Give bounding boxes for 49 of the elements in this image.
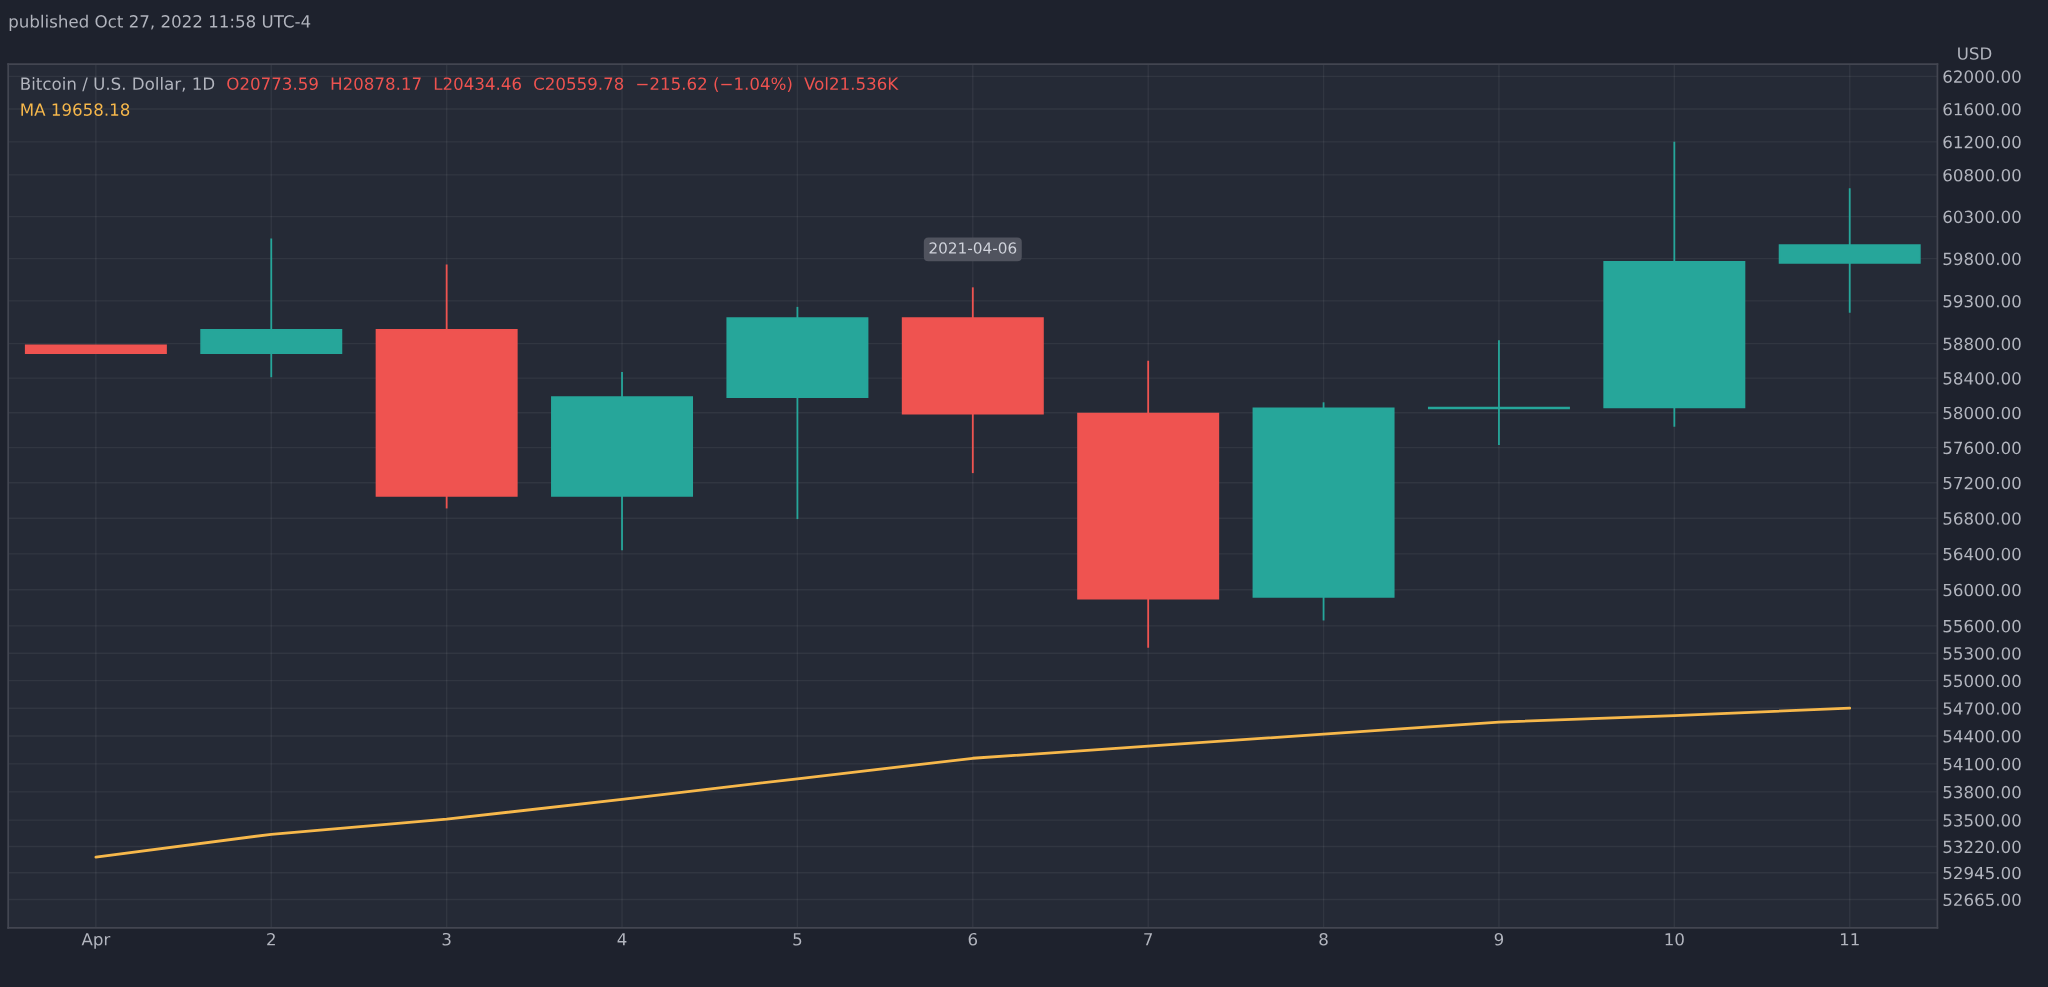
y-tick-label: 56800.00 [1943,512,2021,525]
annotation: L20434.46 [434,77,521,91]
x-tick-label: 8 [1319,932,1328,946]
x-tick-label: 7 [1144,933,1153,946]
y-tick-label: 55300.00 [1943,647,2021,660]
y-tick-label: 54400.00 [1943,729,2021,743]
y-tick-label: 57200.00 [1943,476,2021,490]
y-tick-label: 52665.00 [1943,893,2021,907]
annotation: H20878.17 [331,77,421,91]
x-tick-label: 9 [1494,932,1504,946]
y-tick-label: 59800.00 [1943,252,2021,266]
x-tick-label: Apr [81,933,111,949]
y-tick-label: 60800.00 [1943,168,2021,182]
annotation: MA 19658.18 [21,103,130,116]
y-tick-label: 53220.00 [1943,840,2021,854]
x-tick-label: 5 [793,933,802,946]
chart-subtitle: published Oct 27, 2022 11:58 UTC-4 [9,14,311,31]
y-tick-label: 58000.00 [1943,406,2021,420]
annotation: C20559.78 [534,77,624,91]
x-tick-label: 11 [1840,933,1859,946]
y-tick-label: 61600.00 [1943,102,2021,116]
y-tick-label: 56400.00 [1943,547,2021,561]
y-tick-label: 52945.00 [1943,866,2021,880]
y-tick-label: 59300.00 [1943,294,2021,308]
x-tick-label: 2 [267,932,275,946]
y-tick-label: 58800.00 [1943,337,2021,351]
y-tick-label: 55600.00 [1943,619,2021,633]
y-tick-label: 56000.00 [1943,583,2021,597]
y-tick-label: 60300.00 [1943,210,2021,224]
x-tick-label: 3 [442,932,451,946]
annotation: 2021-04-06 [929,242,1017,254]
x-tick-label: 4 [617,933,627,946]
y-tick-label: 54100.00 [1943,757,2021,771]
y-tick-label: 58400.00 [1943,372,2021,385]
y-tick-label: 54700.00 [1943,702,2021,715]
x-tick-label: 10 [1665,932,1684,946]
text: Bitcoin / U.S. Dollar, 1D [21,77,215,92]
y-tick-label: 57600.00 [1943,441,2021,455]
y-tick-label: 61200.00 [1943,135,2021,149]
line-series [94,706,1852,859]
y-tick-label: 53800.00 [1943,785,2021,799]
y-tick-label: 62000.00 [1943,70,2021,83]
y-tick-label: 55000.00 [1943,674,2021,688]
y-axis-title: USD [1958,47,1992,60]
y-tick-label: 53500.00 [1943,814,2021,827]
annotation: −215.62 (−1.04%) [637,77,792,92]
x-tick-label: 6 [968,932,978,946]
annotation: Vol21.536K [804,77,899,91]
annotation: O20773.59 [227,77,318,91]
